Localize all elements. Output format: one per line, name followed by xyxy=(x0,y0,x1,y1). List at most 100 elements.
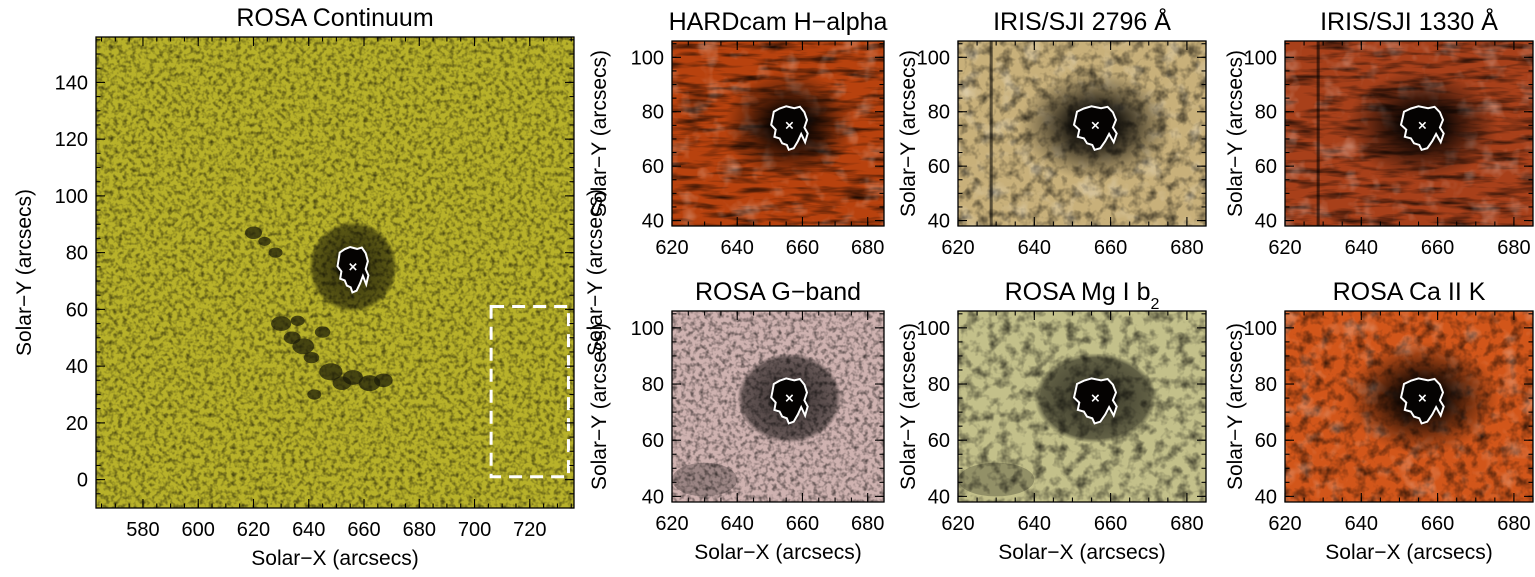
y-tick-label: 40 xyxy=(642,486,664,508)
iris1330-title: IRIS/SJI 1330 Å xyxy=(1320,6,1498,36)
pore xyxy=(374,373,393,388)
x-tick-label: 660 xyxy=(1094,513,1127,535)
x-tick-label: 660 xyxy=(1421,513,1454,535)
continuum-umbra-contour xyxy=(336,245,370,294)
center-marker xyxy=(785,121,794,130)
iris2796-frame xyxy=(957,40,1207,227)
x-tick-label: 660 xyxy=(1421,237,1454,259)
iris2796-title: IRIS/SJI 2796 Å xyxy=(993,6,1171,36)
cak-umbra-contour xyxy=(1399,377,1445,425)
iris1330-image xyxy=(1285,41,1533,226)
x-tick-label: 640 xyxy=(721,237,754,259)
gband-ylabel-right: Solar−Y (arcsecs) xyxy=(588,323,611,490)
slit-line xyxy=(989,41,993,226)
x-tick-label: 680 xyxy=(403,519,436,541)
y-tick-label: 60 xyxy=(928,430,950,452)
y-tick-label: 60 xyxy=(1255,430,1277,452)
continuum-xlabel: Solar−X (arcsecs) xyxy=(251,547,418,570)
x-tick-label: 620 xyxy=(1268,237,1301,259)
cak-image xyxy=(1285,311,1533,502)
y-tick-label: 60 xyxy=(642,430,664,452)
y-tick-label: 80 xyxy=(1255,374,1277,396)
panel-iris1330: 620 640 660 680 40 60 80 100 IRIS/SJI 1330 Å Sola… xyxy=(1224,6,1534,259)
x-tick-label: 660 xyxy=(1094,237,1127,259)
y-tick-label: 140 xyxy=(55,72,88,94)
y-tick-label: 60 xyxy=(1255,156,1277,178)
x-tick-label: 660 xyxy=(347,519,380,541)
halpha-frame xyxy=(671,40,885,227)
x-tick-label: 720 xyxy=(513,519,546,541)
x-tick-label: 600 xyxy=(182,519,215,541)
iris1330-frame xyxy=(1284,40,1534,227)
center-marker xyxy=(1091,121,1100,130)
region-box xyxy=(489,305,570,479)
pore-cluster xyxy=(958,462,1035,497)
pore xyxy=(342,370,364,385)
center-marker xyxy=(1091,394,1100,402)
y-tick-label: 80 xyxy=(928,102,950,124)
x-tick-label: 640 xyxy=(1018,237,1051,259)
x-tick-label: 640 xyxy=(1018,513,1051,535)
y-tick-label: 80 xyxy=(928,374,950,396)
iris2796-ylabel-left: Solar−Y (arcsecs) xyxy=(897,50,920,217)
continuum-frame xyxy=(95,36,575,509)
y-tick-label: 20 xyxy=(66,413,88,435)
gband-frame xyxy=(671,310,885,503)
mgb2-image xyxy=(958,311,1206,502)
center-marker xyxy=(1418,121,1427,130)
pore xyxy=(292,338,315,355)
y-tick-label: 80 xyxy=(642,102,664,124)
y-tick-label: 40 xyxy=(928,211,950,233)
x-tick-label: 680 xyxy=(851,237,884,259)
x-tick-label: 680 xyxy=(851,513,884,535)
pore xyxy=(303,351,320,364)
iris1330-umbra-contour xyxy=(1399,105,1445,151)
x-tick-label: 620 xyxy=(941,513,974,535)
x-tick-label: 640 xyxy=(721,513,754,535)
iris2796-image xyxy=(958,41,1206,226)
y-tick-label: 40 xyxy=(642,211,664,233)
panel-continuum: 580 600 620 640 660 680 700 720 0 20 40 60 80 100 120 1… xyxy=(13,4,607,570)
center-marker xyxy=(349,263,357,271)
y-tick-label: 0 xyxy=(77,470,88,492)
x-tick-label: 660 xyxy=(786,237,819,259)
x-tick-label: 660 xyxy=(786,513,819,535)
gband-title: ROSA G−band xyxy=(695,278,861,306)
x-tick-label: 680 xyxy=(1170,237,1203,259)
y-tick-label: 60 xyxy=(66,299,88,321)
panel-cak: 620 640 660 680 40 60 80 100 ROSA Ca II K Solar−X… xyxy=(1224,278,1534,564)
iris1330-ylabel-left: Solar−Y (arcsecs) xyxy=(1224,50,1247,217)
y-tick-label: 100 xyxy=(55,186,88,208)
x-tick-label: 680 xyxy=(1497,237,1530,259)
pore xyxy=(319,363,343,381)
x-tick-label: 700 xyxy=(458,519,491,541)
pore-cluster xyxy=(672,462,738,497)
y-tick-label: 80 xyxy=(66,243,88,265)
title-subscript: 2 xyxy=(1150,296,1159,313)
pore xyxy=(258,236,271,246)
center-marker xyxy=(785,394,794,402)
y-tick-label: 100 xyxy=(1244,318,1277,340)
panel-mgb2: 620 640 660 680 40 60 80 100 ROSA Mg I b2 Solar−X… xyxy=(897,278,1207,564)
gband-xlabel: Solar−X (arcsecs) xyxy=(694,541,861,564)
mgb2-frame xyxy=(957,310,1207,503)
x-tick-label: 580 xyxy=(126,519,159,541)
y-tick-label: 80 xyxy=(1255,102,1277,124)
x-tick-label: 680 xyxy=(1170,513,1203,535)
halpha-umbra-contour xyxy=(770,105,809,152)
panel-gband: 620 640 660 680 40 60 80 100 ROSA G−band Solar−X … xyxy=(588,278,885,564)
x-tick-label: 620 xyxy=(655,513,688,535)
cak-title: ROSA Ca II K xyxy=(1333,278,1486,306)
panel-iris2796: 620 640 660 680 40 60 80 100 IRIS/SJI 2796 Å Sola… xyxy=(897,6,1207,259)
cak-ylabel-left: Solar−Y (arcsecs) xyxy=(1224,323,1247,490)
y-tick-label: 60 xyxy=(928,156,950,178)
x-tick-label: 620 xyxy=(655,237,688,259)
gband-image xyxy=(672,311,884,502)
pore xyxy=(244,226,263,240)
y-tick-label: 100 xyxy=(631,47,664,69)
gband-umbra-contour xyxy=(770,377,809,425)
halpha-title: HARDcam H−alpha xyxy=(669,8,888,36)
slit-line xyxy=(1316,41,1320,226)
x-tick-label: 620 xyxy=(941,237,974,259)
